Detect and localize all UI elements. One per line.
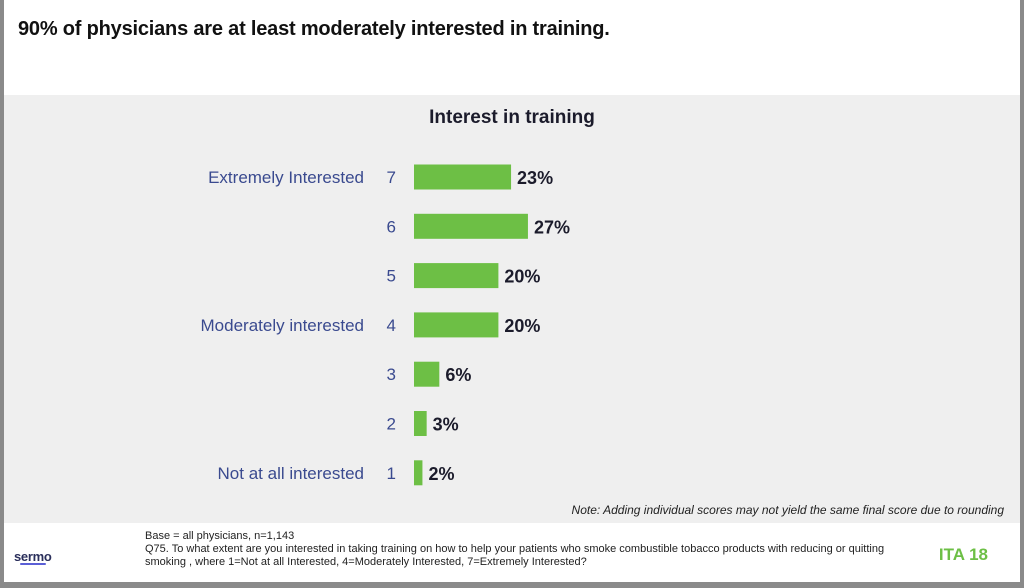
question-text: Q75. To what extent are you interested i… (145, 543, 885, 568)
bar (414, 213, 528, 239)
bar (414, 460, 423, 486)
data-label: 20% (504, 316, 540, 336)
tick-label: 4 (387, 316, 396, 335)
data-label: 20% (504, 267, 540, 287)
bar (414, 411, 427, 436)
data-label: 3% (433, 415, 459, 435)
category-description: Moderately interested (201, 316, 364, 335)
tick-label: 6 (387, 217, 396, 236)
tick-label: 3 (387, 365, 396, 384)
bar (414, 263, 499, 289)
data-label: 27% (534, 217, 570, 237)
tick-label: 1 (387, 464, 396, 483)
chart-title: Interest in training (429, 107, 595, 128)
category-description: Extremely Interested (208, 168, 364, 187)
logo-underline (20, 563, 46, 565)
data-label: 2% (428, 464, 454, 484)
data-label: 6% (445, 365, 471, 385)
footer-text: Base = all physicians, n=1,143 Q75. To w… (145, 530, 925, 569)
page-label: ITA 18 (938, 545, 988, 564)
tick-label: 7 (387, 168, 396, 187)
data-label: 23% (517, 168, 553, 188)
slide-title: 90% of physicians are at least moderatel… (18, 18, 610, 40)
chart-panel: Interest in training 23% 7 Extremely Inter… (4, 95, 1020, 523)
bar (414, 164, 512, 190)
bar (414, 361, 440, 387)
rounding-note: Note: Adding individual scores may not y… (571, 503, 1004, 517)
base-text: Base = all physicians, n=1,143 (145, 530, 295, 542)
category-description: Not at all interested (218, 464, 364, 483)
tick-label: 2 (387, 415, 396, 434)
tick-label: 5 (387, 267, 396, 286)
sermo-logo: sermo (14, 549, 52, 564)
bar (414, 312, 499, 338)
